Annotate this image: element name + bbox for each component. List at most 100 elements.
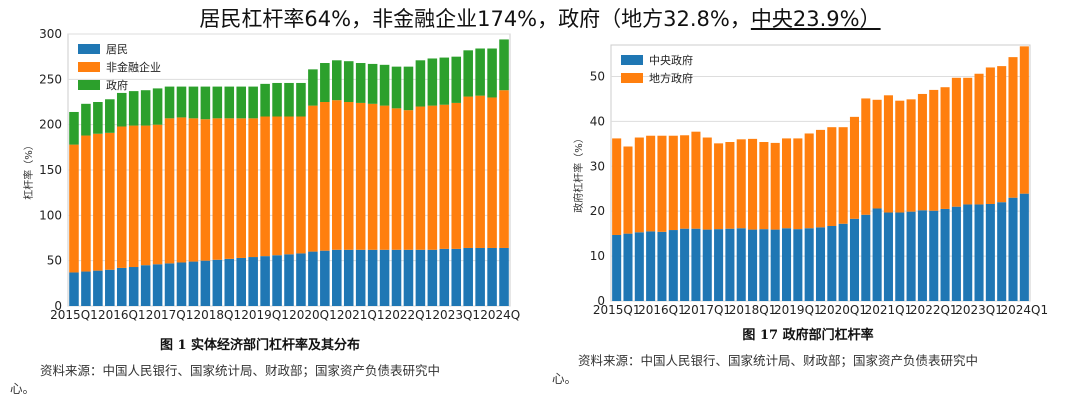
bar-segment: [403, 249, 414, 306]
bar-segment: [759, 142, 769, 230]
bar-segment: [176, 262, 187, 306]
bar-segment: [451, 248, 462, 306]
bar-segment: [917, 210, 927, 301]
bar-segment: [623, 146, 633, 234]
legend-label: 非金融企业: [106, 60, 161, 74]
bar-segment: [487, 97, 497, 248]
bar-segment: [748, 138, 758, 230]
bar-segment: [116, 267, 127, 306]
bar-segment: [759, 229, 769, 301]
bar-segment: [81, 271, 91, 306]
bar-segment: [105, 132, 115, 270]
x-tick-label: 2020Q1: [819, 303, 867, 317]
bar-segment: [872, 99, 882, 209]
x-tick-label: 2022Q1: [385, 308, 433, 322]
bar-segment: [895, 212, 905, 301]
bar-segment: [725, 228, 735, 301]
caption-right: 图 17 政府部门杠杆率: [742, 328, 874, 343]
bar-segment: [1019, 193, 1029, 301]
bar-segment: [940, 87, 950, 209]
bar-segment: [997, 66, 1007, 203]
bar-segment: [748, 229, 758, 301]
bar-segment: [702, 229, 712, 301]
bar-segment: [793, 138, 803, 230]
legend-swatch: [621, 55, 643, 65]
bar-segment: [427, 249, 438, 306]
bar-segment: [379, 105, 390, 250]
bar-segment: [403, 110, 414, 250]
bar-segment: [236, 257, 246, 306]
x-tick-label: 2019Q1: [241, 308, 289, 322]
bar-segment: [475, 48, 485, 96]
bar-segment: [668, 230, 678, 301]
bar-segment: [838, 223, 848, 301]
x-tick-label: 2017Q1: [683, 303, 731, 317]
y-tick-label: 10: [590, 249, 605, 263]
bar-segment: [343, 249, 354, 306]
bar-segment: [248, 257, 258, 306]
y-tick-label: 50: [47, 254, 62, 268]
bar-segment: [296, 253, 306, 306]
bar-segment: [248, 118, 258, 258]
bar-segment: [475, 247, 485, 306]
bar-segment: [974, 73, 984, 205]
legend-swatch: [78, 44, 100, 54]
legend-swatch: [78, 80, 100, 90]
bar-segment: [296, 82, 306, 117]
bar-segment: [985, 67, 995, 204]
headline-part2: 中央23.9%）: [750, 7, 881, 31]
bar-segment: [152, 124, 163, 265]
bar-segment: [781, 138, 792, 229]
x-tick-label: 2018Q1: [194, 308, 242, 322]
bar-segment: [463, 247, 473, 306]
bar-segment: [200, 260, 211, 306]
bar-segment: [985, 203, 995, 301]
x-tick-label: 2021Q1: [337, 308, 385, 322]
bar-segment: [308, 251, 318, 306]
bar-segment: [272, 116, 282, 256]
x-tick-label: 2024Q1: [1001, 303, 1049, 317]
bar-segment: [427, 58, 438, 106]
bar-segment: [69, 144, 79, 273]
bar-segment: [212, 118, 223, 260]
bar-segment: [612, 234, 622, 301]
legend-label: 政府: [106, 78, 128, 92]
bar-segment: [997, 202, 1007, 301]
x-tick-label: 2023Q1: [432, 308, 480, 322]
bar-segment: [499, 39, 509, 91]
bar-segment: [657, 231, 667, 301]
bar-segment: [883, 212, 893, 301]
bar-segment: [260, 256, 270, 306]
bar-segment: [439, 104, 450, 249]
source-right-line1: 资料来源：中国人民银行、国家统计局、财政部；国家资产负债表研究中: [578, 353, 979, 368]
legend-label: 中央政府: [649, 53, 693, 67]
bar-segment: [963, 77, 973, 205]
bar-segment: [702, 137, 712, 230]
bar-segment: [164, 263, 175, 306]
bar-segment: [176, 117, 187, 263]
bar-segment: [260, 116, 270, 257]
bar-segment: [725, 142, 735, 229]
bar-segment: [391, 66, 402, 109]
bar-segment: [164, 86, 175, 119]
bar-segment: [906, 211, 916, 301]
y-tick-label: 150: [39, 163, 62, 177]
bar-segment: [861, 214, 871, 301]
bar-segment: [623, 233, 633, 301]
bar-segment: [343, 61, 354, 102]
bar-segment: [128, 91, 139, 126]
y-tick-label: 30: [590, 159, 605, 173]
bar-segment: [391, 249, 402, 306]
x-tick-label: 2017Q1: [146, 308, 194, 322]
bar-segment: [403, 66, 414, 111]
bar-segment: [188, 118, 199, 262]
y-tick-label: 0: [597, 294, 605, 308]
bar-segment: [367, 249, 378, 306]
source-left-line2: 心。: [10, 381, 36, 396]
bar-segment: [224, 86, 235, 119]
chart-government-leverage: 0 10 20 30 40 50 2015Q12016Q12017Q12018Q12019Q…: [572, 44, 1049, 317]
bar-segment: [475, 95, 485, 248]
bar-segment: [81, 135, 91, 272]
y-axis-label: 杠杆率（%）: [22, 140, 35, 200]
x-tick-label: 2018Q1: [729, 303, 777, 317]
